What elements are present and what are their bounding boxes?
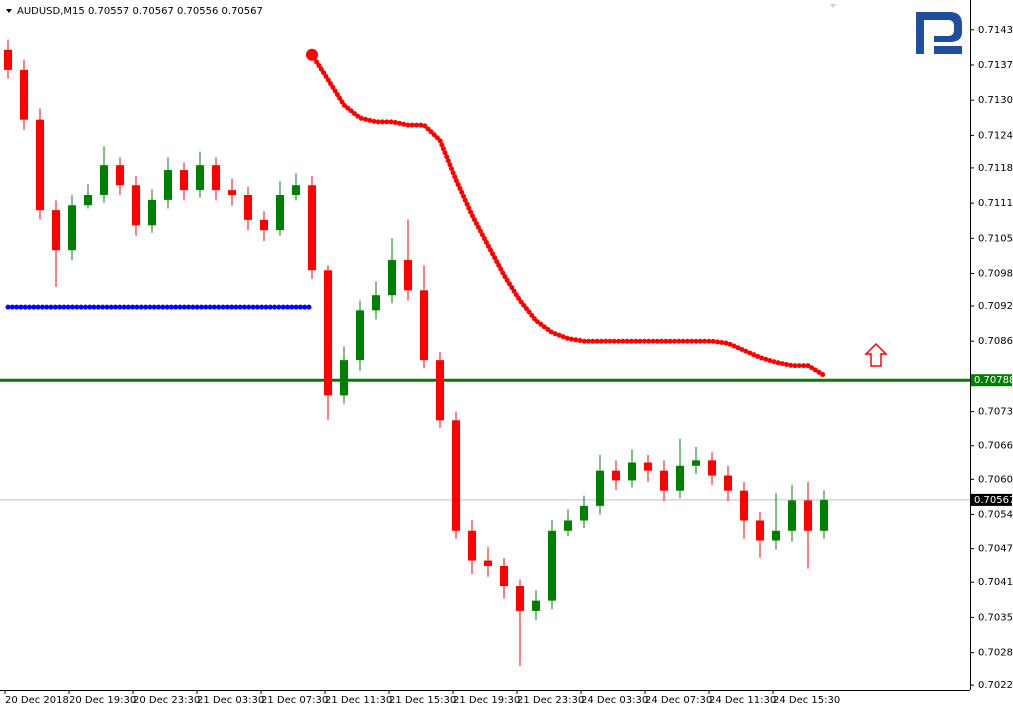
candle-body <box>644 462 652 471</box>
y-tick-label: 0.70285 <box>978 648 1013 659</box>
x-tick-label: 24 Dec 07:30 <box>645 695 712 706</box>
candle-body <box>324 270 332 396</box>
x-tick-label: 21 Dec 03:30 <box>197 695 264 706</box>
candle-body <box>212 165 220 191</box>
candle-body <box>84 194 92 206</box>
level-label: 0.70567 <box>974 495 1013 506</box>
x-tick-label: 21 Dec 11:30 <box>325 695 392 706</box>
x-tick-label: 20 Dec 2018 <box>5 695 69 706</box>
candle-body <box>36 119 44 211</box>
indicator-start-dot <box>306 48 318 61</box>
y-tick-label: 0.70925 <box>978 301 1013 312</box>
x-tick-label: 24 Dec 03:30 <box>581 695 648 706</box>
y-tick-label: 0.71305 <box>978 95 1013 106</box>
candle-body <box>148 199 156 226</box>
candle-body <box>20 69 28 120</box>
candle-body <box>180 170 188 191</box>
y-tick-label: 0.70415 <box>978 577 1013 588</box>
candle-body <box>404 259 412 291</box>
candle-body <box>292 185 300 195</box>
scroll-marker <box>830 4 836 8</box>
candle-body <box>708 460 716 476</box>
candle-body <box>228 190 236 195</box>
candle-body <box>260 219 268 231</box>
x-tick-label: 21 Dec 07:30 <box>261 695 328 706</box>
candle-body <box>68 205 76 251</box>
candle-body <box>756 520 764 541</box>
level-label: 0.70788 <box>974 375 1013 386</box>
candle-body <box>804 500 812 531</box>
candle-body <box>452 420 460 531</box>
candle-body <box>4 49 12 70</box>
candle-body <box>388 259 396 296</box>
x-tick-label: 24 Dec 15:30 <box>773 695 840 706</box>
candle-body <box>628 462 636 481</box>
candle-body <box>772 530 780 541</box>
candle-body <box>820 499 828 531</box>
candle-body <box>516 586 524 611</box>
y-tick-label: 0.70605 <box>978 474 1013 485</box>
y-tick-label: 0.70667 <box>978 441 1013 452</box>
candle-body <box>740 490 748 521</box>
candle-body <box>116 165 124 186</box>
candle-body <box>564 520 572 531</box>
candle-body <box>196 165 204 191</box>
y-tick-label: 0.70985 <box>978 269 1013 280</box>
y-tick-label: 0.70477 <box>978 544 1013 555</box>
indicator-line <box>309 52 827 378</box>
chart-title: AUDUSD,M15 0.70557 0.70567 0.70556 0.705… <box>17 6 263 17</box>
candle-body <box>500 565 508 587</box>
x-tick-label: 20 Dec 19:30 <box>69 695 136 706</box>
candle-body <box>692 460 700 466</box>
candle-body <box>276 194 284 231</box>
candle-body <box>420 290 428 361</box>
candle-body <box>372 295 380 311</box>
candle-body <box>52 210 60 251</box>
candle-body <box>660 470 668 491</box>
level-label-box <box>971 493 1012 506</box>
candle-body <box>612 470 620 481</box>
candle-body <box>532 600 540 611</box>
candle-body <box>100 165 108 195</box>
candle-body <box>244 194 252 220</box>
y-tick-label: 0.71115 <box>978 198 1013 209</box>
candle-body <box>164 170 172 200</box>
candle-body <box>436 360 444 421</box>
symbol-menu-icon[interactable] <box>6 9 12 13</box>
x-tick-label: 21 Dec 23:30 <box>517 695 584 706</box>
candle-body <box>468 530 476 561</box>
x-tick-label: 21 Dec 15:30 <box>389 695 456 706</box>
candle-body <box>484 560 492 566</box>
x-tick-label: 24 Dec 11:30 <box>709 695 776 706</box>
logo <box>916 12 962 54</box>
candle-body <box>340 360 348 396</box>
level-label-box <box>971 374 1012 387</box>
candle-body <box>676 465 684 491</box>
candle-body <box>596 470 604 506</box>
x-tick-label: 21 Dec 19:30 <box>453 695 520 706</box>
candle-body <box>724 475 732 491</box>
y-tick-label: 0.70225 <box>978 680 1013 691</box>
candle-body <box>356 310 364 361</box>
candle-body <box>132 185 140 226</box>
buy-signal-arrow <box>864 342 888 367</box>
candle-body <box>580 505 588 521</box>
candle-body <box>308 185 316 271</box>
candle-body <box>788 500 796 531</box>
y-tick-label: 0.71435 <box>978 25 1013 36</box>
x-tick-label: 20 Dec 23:30 <box>133 695 200 706</box>
candle-body <box>548 530 556 601</box>
